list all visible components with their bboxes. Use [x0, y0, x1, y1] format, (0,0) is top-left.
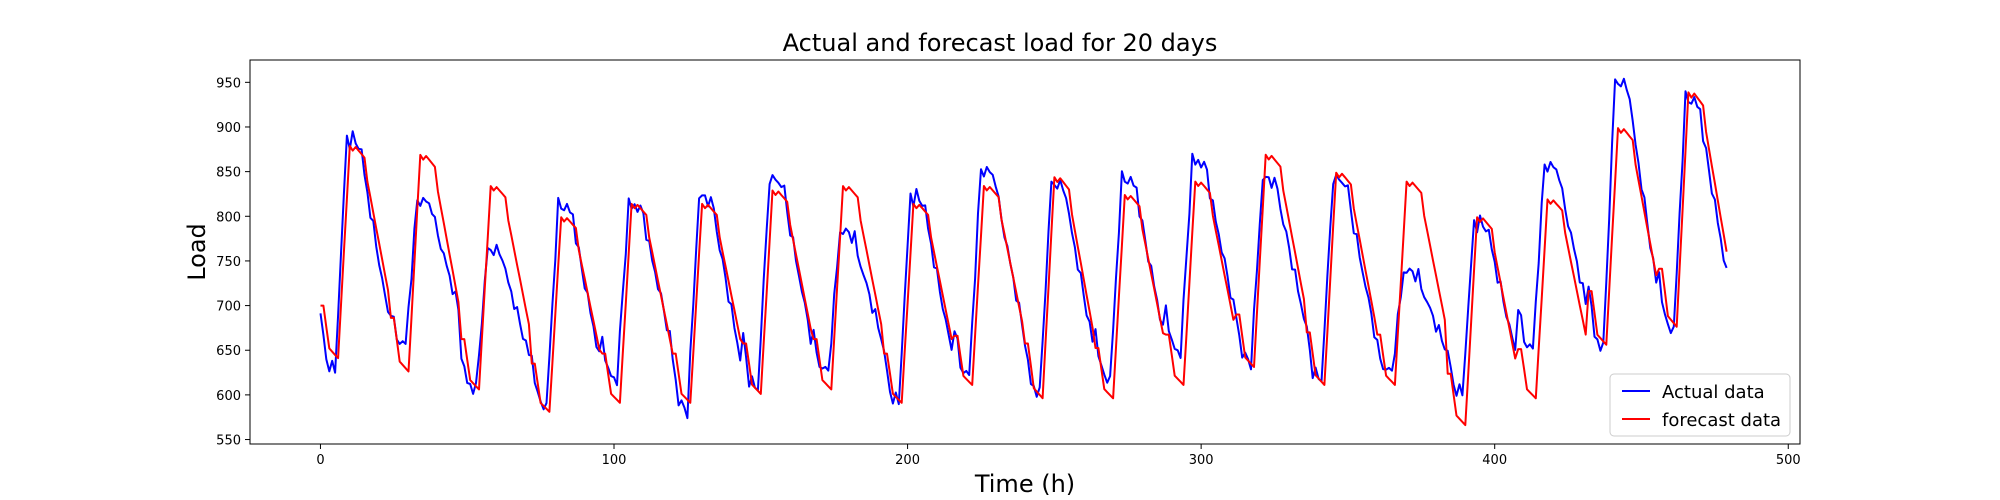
- plot-area: [249, 59, 1801, 445]
- legend-label-actual: Actual data: [1662, 382, 1765, 403]
- legend: Actual data forecast data: [1609, 373, 1791, 437]
- y-tick-label: 750: [216, 255, 241, 270]
- x-tick-label: 400: [1482, 453, 1507, 468]
- series-layer: [319, 77, 1728, 427]
- y-axis-label: Load: [183, 223, 211, 281]
- y-tick-label: 800: [216, 210, 241, 225]
- legend-frame: [1609, 373, 1791, 437]
- y-axis: 550 600 650 700 750 800 850 900 950: [216, 76, 250, 449]
- y-tick-label: 650: [216, 344, 241, 359]
- x-tick-label: 0: [316, 453, 324, 468]
- y-tick-label: 900: [216, 121, 241, 136]
- x-tick-label: 300: [1189, 453, 1214, 468]
- y-tick-label: 950: [216, 76, 241, 91]
- y-tick-label: 850: [216, 166, 241, 181]
- y-tick-label: 600: [216, 389, 241, 404]
- series-line-actual: [319, 77, 1728, 420]
- legend-label-forecast: forecast data: [1662, 410, 1781, 431]
- x-tick-label: 200: [895, 453, 920, 468]
- x-axis-label: Time (h): [974, 470, 1075, 498]
- chart-title: Actual and forecast load for 20 days: [783, 29, 1218, 57]
- x-tick-label: 500: [1776, 453, 1801, 468]
- series-line-forecast: [320, 91, 1728, 427]
- x-axis: 0 100 200 300 400 500: [316, 444, 1801, 468]
- plot-frame: [249, 59, 1801, 445]
- x-tick-label: 100: [602, 453, 627, 468]
- y-tick-label: 550: [216, 434, 241, 449]
- y-tick-label: 700: [216, 300, 241, 315]
